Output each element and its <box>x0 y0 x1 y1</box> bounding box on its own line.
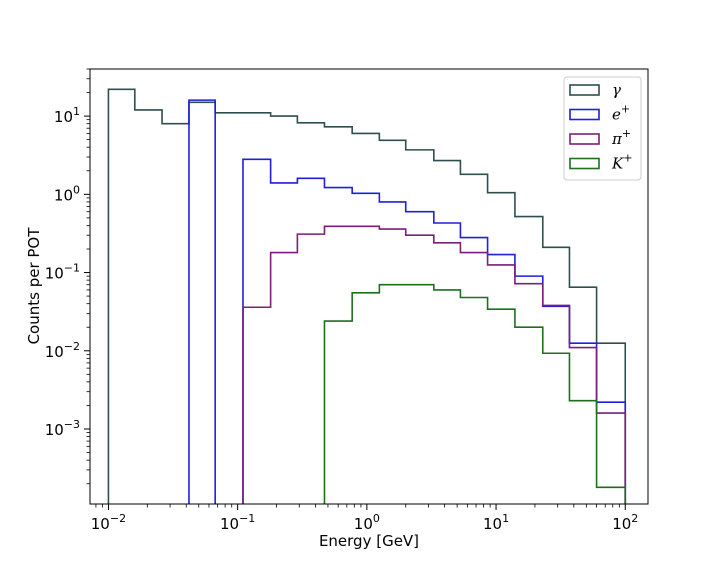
series-step-2 <box>242 225 627 504</box>
y-axis-label: Counts per POT <box>25 227 43 345</box>
y-tick-label: 10−2 <box>45 340 80 361</box>
plot-frame <box>89 68 649 505</box>
x-tick-label: 101 <box>483 512 509 533</box>
legend-swatch <box>569 157 600 170</box>
x-tick-label: 10−2 <box>91 512 126 533</box>
legend-label: γ <box>612 81 621 99</box>
legend-label: K+ <box>611 152 632 173</box>
tick-group: 10−2 10−1 100 101 102 10−3 10−2 10−1 100 101 <box>45 68 638 533</box>
x-axis-label: Energy [GeV] <box>319 532 419 550</box>
x-tick-label: 10−1 <box>220 512 255 533</box>
series-group <box>107 88 627 504</box>
y-tick-label: 10−1 <box>45 262 80 283</box>
series-step-3 <box>323 283 627 504</box>
y-tick-label: 10−3 <box>45 418 80 439</box>
x-tick-label: 102 <box>612 512 638 533</box>
legend-swatch <box>569 84 600 96</box>
legend-swatch <box>569 108 600 121</box>
legend-box <box>563 76 642 181</box>
legend: γ e+ π+ K+ <box>563 76 642 181</box>
x-tick-label: 100 <box>354 512 380 533</box>
y-tick-label: 100 <box>54 183 80 204</box>
series-step-1 <box>242 158 627 504</box>
legend-label: π+ <box>611 127 631 148</box>
y-tick-label: 101 <box>54 105 80 126</box>
legend-swatch <box>569 133 600 145</box>
series-step-1 <box>188 99 216 504</box>
legend-label: e+ <box>612 103 630 124</box>
series-step-0 <box>107 88 627 504</box>
